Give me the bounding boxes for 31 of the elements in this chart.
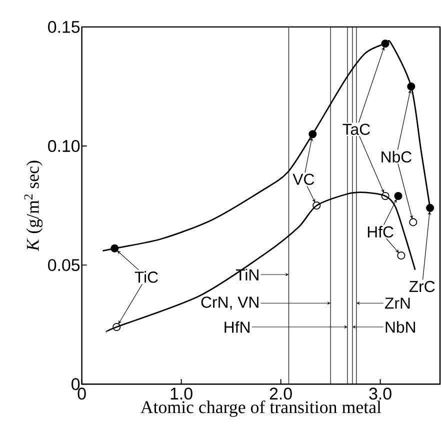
ref-line-label: NbN <box>386 321 415 333</box>
y-tick-label: 0 <box>72 378 80 390</box>
x-axis-title: Atomic charge of transition metal <box>140 400 382 417</box>
point <box>110 244 119 252</box>
annotation: ZrC <box>409 280 435 292</box>
point <box>312 202 321 210</box>
ref-line-label: CrN, VN <box>201 296 258 310</box>
annotation: TaC <box>342 124 370 135</box>
x-tick-label: 2.0 <box>270 388 292 400</box>
ref-line-label: ZrN <box>384 298 410 309</box>
point <box>426 204 434 212</box>
ref-line-label: TiN <box>236 268 258 280</box>
point <box>394 192 402 200</box>
point <box>409 218 418 226</box>
x-tick-label: 1.0 <box>170 388 192 400</box>
y-tick-label: 0.15 <box>48 20 80 33</box>
x-tick-label: 3.0 <box>369 388 392 400</box>
ref-line-label: HfN <box>224 321 250 333</box>
point <box>397 252 406 260</box>
y-tick-label: 0.10 <box>48 140 80 152</box>
y-axis-title: K (g/m$^{2}$ sec) <box>24 160 43 252</box>
point <box>381 192 390 200</box>
y-tick-label: 0.05 <box>48 259 80 272</box>
annotation: VC <box>292 174 314 185</box>
point <box>407 82 416 90</box>
annotation: HfC <box>368 226 394 238</box>
point <box>112 322 121 332</box>
annotation: TiC <box>134 271 158 283</box>
annotation: NbC <box>382 150 412 163</box>
point <box>381 40 390 48</box>
point <box>308 130 317 138</box>
